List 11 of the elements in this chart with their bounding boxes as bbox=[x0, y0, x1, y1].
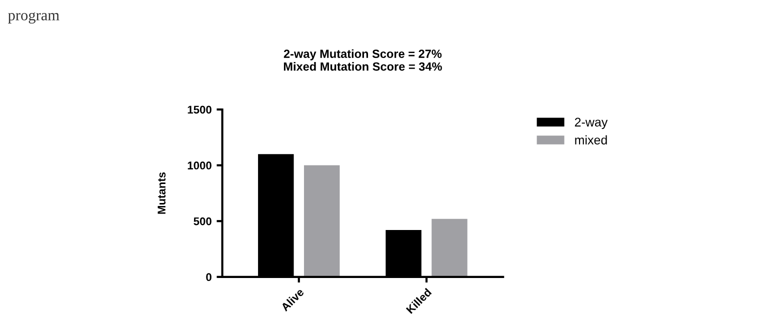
bar bbox=[304, 165, 340, 277]
y-axis-title: Mutants bbox=[158, 172, 166, 214]
legend-label: mixed bbox=[575, 135, 607, 144]
chart-title: 2-way Mutation Score = 27% Mixed Mutation Score = 34% bbox=[284, 49, 442, 71]
y-tick-label: 0 bbox=[206, 273, 212, 282]
bar bbox=[432, 218, 468, 277]
legend-label: 2-way bbox=[574, 118, 608, 130]
y-tick-label: 1500 bbox=[188, 106, 212, 114]
y-tick-label: 500 bbox=[194, 217, 212, 226]
text: program bbox=[8, 12, 60, 24]
y-tick-label: 1000 bbox=[188, 162, 212, 170]
